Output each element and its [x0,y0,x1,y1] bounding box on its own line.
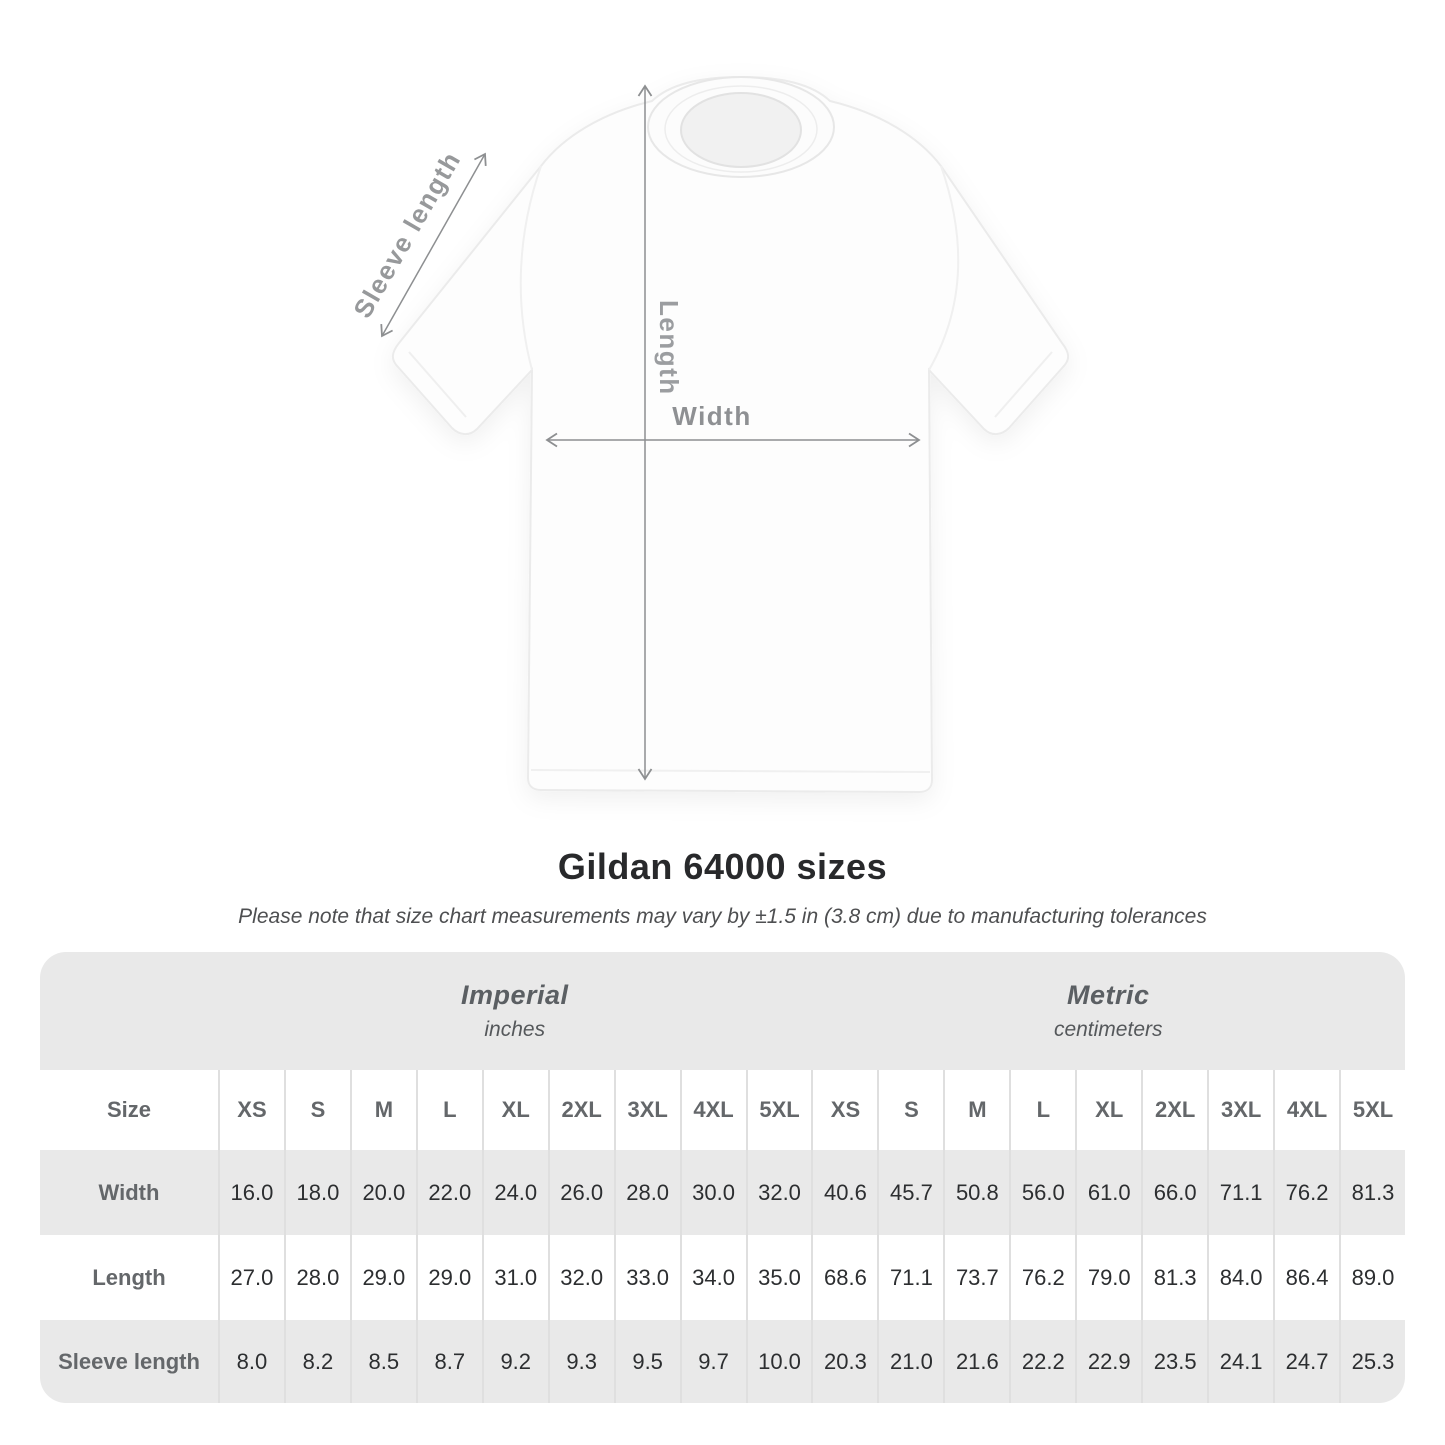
size-header-cell-imperial: 4XL [679,1070,746,1150]
value-cell-imperial: 28.0 [283,1235,350,1320]
value-cell-imperial: 18.0 [283,1150,350,1235]
size-header-cell-metric: 4XL [1273,1070,1340,1150]
value-cell-metric: 61.0 [1075,1150,1142,1235]
unit-band-spacer [40,952,218,1070]
value-cell-metric: 21.6 [943,1320,1010,1403]
value-cell-imperial: 32.0 [745,1150,812,1235]
value-cell-imperial: 10.0 [745,1320,812,1403]
value-cell-imperial: 8.7 [415,1320,482,1403]
size-header-cell-imperial: L [415,1070,482,1150]
value-cell-metric: 25.3 [1339,1320,1405,1403]
unit-header-imperial: Imperial inches [218,952,812,1070]
size-header-cell-imperial: 2XL [547,1070,614,1150]
value-cell-metric: 84.0 [1207,1235,1274,1320]
value-cell-metric: 22.9 [1075,1320,1142,1403]
value-cell-imperial: 29.0 [415,1235,482,1320]
size-header-cell-imperial: S [283,1070,350,1150]
value-cell-metric: 21.0 [877,1320,944,1403]
row-label: Sleeve length [40,1320,218,1403]
imperial-unit-label: inches [484,1018,546,1041]
value-cell-imperial: 27.0 [218,1235,284,1320]
size-header-cell-metric: 5XL [1339,1070,1405,1150]
size-header-cell-metric: M [943,1070,1010,1150]
value-cell-metric: 22.2 [1009,1320,1076,1403]
tshirt-measurement-diagram: Sleeve length Length Width [347,75,1070,794]
value-cell-metric: 24.1 [1207,1320,1274,1403]
row-label: Length [40,1235,218,1320]
value-cell-imperial: 22.0 [415,1150,482,1235]
value-cell-imperial: 8.2 [283,1320,350,1403]
length-label: Length [654,300,684,396]
value-cell-imperial: 32.0 [547,1235,614,1320]
value-cell-metric: 73.7 [943,1235,1010,1320]
value-cell-metric: 71.1 [877,1235,944,1320]
value-cell-imperial: 30.0 [679,1150,746,1235]
size-header-cell-imperial: 3XL [613,1070,680,1150]
sleeve-length-arrow [380,152,487,338]
value-cell-imperial: 26.0 [547,1150,614,1235]
size-header-cell-metric: XL [1075,1070,1142,1150]
value-cell-imperial: 35.0 [745,1235,812,1320]
value-cell-metric: 76.2 [1273,1150,1340,1235]
value-cell-imperial: 16.0 [218,1150,284,1235]
value-cell-imperial: 24.0 [481,1150,548,1235]
value-cell-metric: 89.0 [1339,1235,1405,1320]
value-cell-imperial: 29.0 [349,1235,416,1320]
value-cell-metric: 40.6 [811,1150,878,1235]
size-header-cell-metric: S [877,1070,944,1150]
value-cell-metric: 71.1 [1207,1150,1274,1235]
size-header-cell-imperial: M [349,1070,416,1150]
value-cell-imperial: 9.2 [481,1320,548,1403]
width-label: Width [672,401,751,431]
value-cell-imperial: 34.0 [679,1235,746,1320]
size-table: Imperial inches Metric centimeters Size X… [40,952,1405,1403]
imperial-label: Imperial [460,980,569,1010]
value-cell-imperial: 28.0 [613,1150,680,1235]
value-cell-imperial: 9.5 [613,1320,680,1403]
value-cell-metric: 68.6 [811,1235,878,1320]
value-cell-imperial: 20.0 [349,1150,416,1235]
value-cell-imperial: 31.0 [481,1235,548,1320]
value-cell-imperial: 33.0 [613,1235,680,1320]
value-cell-metric: 56.0 [1009,1150,1076,1235]
value-cell-imperial: 8.0 [218,1320,284,1403]
size-chart-title: Gildan 64000 sizes [557,846,888,887]
size-header-cell-imperial: XL [481,1070,548,1150]
value-cell-metric: 81.3 [1141,1235,1208,1320]
size-header-cell-metric: L [1009,1070,1076,1150]
value-cell-imperial: 9.7 [679,1320,746,1403]
unit-header-metric: Metric centimeters [811,952,1405,1070]
value-cell-metric: 81.3 [1339,1150,1405,1235]
size-table-grid: Imperial inches Metric centimeters Size X… [40,952,1405,1403]
size-header-cell-imperial: 5XL [745,1070,812,1150]
tshirt-graphic [391,75,1070,794]
value-cell-metric: 76.2 [1009,1235,1076,1320]
metric-label: Metric [1066,980,1150,1010]
value-cell-metric: 66.0 [1141,1150,1208,1235]
metric-unit-label: centimeters [1053,1018,1163,1041]
value-cell-metric: 20.3 [811,1320,878,1403]
value-cell-metric: 79.0 [1075,1235,1142,1320]
tolerance-note: Please note that size chart measurements… [238,905,1207,928]
value-cell-metric: 86.4 [1273,1235,1340,1320]
size-header-cell-metric: XS [811,1070,878,1150]
row-label: Width [40,1150,218,1235]
value-cell-metric: 23.5 [1141,1320,1208,1403]
size-header-cell-imperial: XS [218,1070,284,1150]
size-row-label: Size [40,1070,218,1150]
value-cell-imperial: 8.5 [349,1320,416,1403]
value-cell-metric: 24.7 [1273,1320,1340,1403]
value-cell-metric: 50.8 [943,1150,1010,1235]
size-header-cell-metric: 3XL [1207,1070,1274,1150]
size-header-cell-metric: 2XL [1141,1070,1208,1150]
value-cell-imperial: 9.3 [547,1320,614,1403]
value-cell-metric: 45.7 [877,1150,944,1235]
